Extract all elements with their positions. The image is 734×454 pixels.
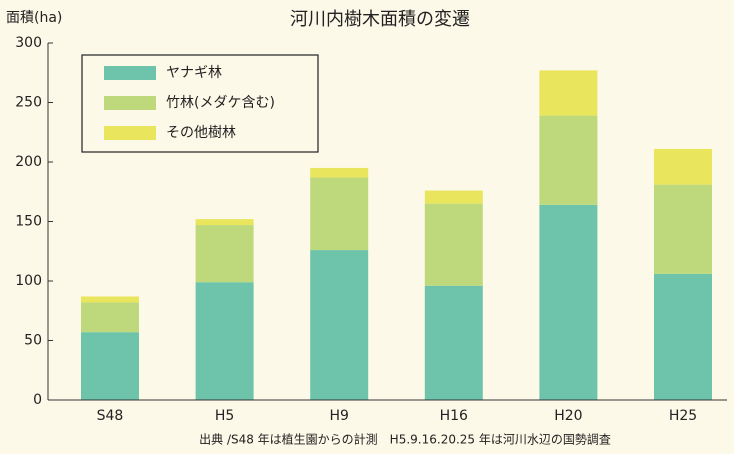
bar-segment <box>539 204 598 400</box>
bar-segment <box>539 70 598 116</box>
y-tick-label: 250 <box>15 95 42 111</box>
x-tick-label: H16 <box>440 408 468 424</box>
bar-segment <box>81 302 139 333</box>
legend-swatch <box>104 96 156 110</box>
legend-label: ヤナギ林 <box>166 65 222 81</box>
bar-segment <box>654 148 712 185</box>
bar-segment <box>81 296 139 303</box>
note: 出典 /S48 年は植生園からの計測 H5.9.16.20.25 年は河川水辺の… <box>199 432 611 447</box>
y-axis-label: 面積(ha) <box>6 10 62 26</box>
bar-segment <box>81 332 139 400</box>
y-tick-label: 200 <box>15 154 42 170</box>
y-tick-label: 0 <box>33 392 42 408</box>
x-tick-label: H9 <box>329 408 348 424</box>
x-tick-label: H20 <box>554 408 582 424</box>
chart-title: 河川内樹木面積の変遷 <box>290 9 470 30</box>
legend-swatch <box>104 126 156 140</box>
bar-segment <box>424 203 483 286</box>
bar-segment <box>654 184 712 274</box>
legend-label: 竹林(メダケ含む) <box>166 95 275 111</box>
bar-segment <box>310 250 369 400</box>
bar-segment <box>424 190 483 204</box>
bar-segment <box>310 177 369 251</box>
bar-segment <box>310 167 369 178</box>
bar-segment <box>195 282 254 400</box>
bar-segment <box>195 219 254 226</box>
y-tick-label: 150 <box>15 214 42 230</box>
legend-label: その他樹林 <box>166 125 236 141</box>
x-tick-label: S48 <box>97 408 124 424</box>
bar-segment <box>654 273 712 400</box>
x-tick-label: H25 <box>669 408 697 424</box>
bar-segment <box>195 225 254 283</box>
y-tick-label: 50 <box>24 333 42 349</box>
bar-segment <box>539 115 598 205</box>
x-tick-label: H5 <box>215 408 234 424</box>
legend-swatch <box>104 66 156 80</box>
y-tick-label: 300 <box>15 35 42 51</box>
bar-segment <box>424 285 483 400</box>
y-tick-label: 100 <box>15 273 42 289</box>
